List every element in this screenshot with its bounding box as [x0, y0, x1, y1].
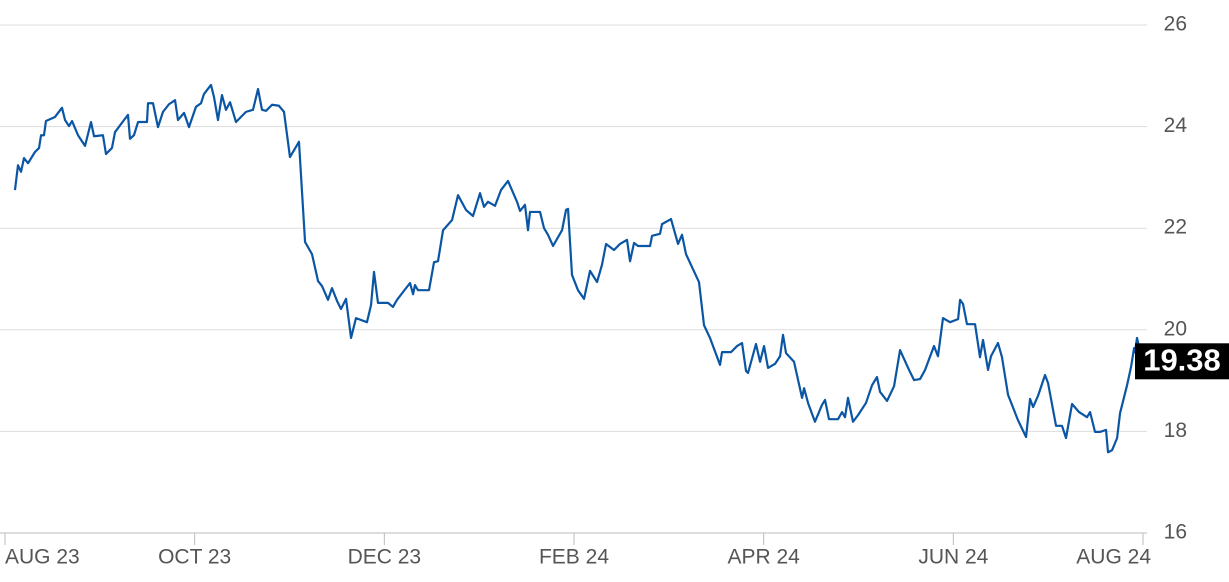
x-tick-label: FEB 24: [539, 546, 609, 569]
y-tick-label: 16: [1164, 521, 1187, 544]
x-tick-label: DEC 23: [348, 546, 422, 569]
price-line: [13, 83, 1144, 454]
y-tick-label: 20: [1164, 317, 1187, 340]
last-value-box: [1135, 343, 1229, 380]
y-tick-label: 26: [1164, 13, 1187, 36]
y-tick-label: 24: [1164, 114, 1188, 137]
x-tick-label: AUG 24: [1076, 546, 1151, 569]
y-tick-label: 22: [1164, 216, 1187, 239]
y-tick-label: 18: [1164, 419, 1187, 442]
x-tick-label: JUN 24: [918, 546, 988, 569]
x-tick-label: AUG 23: [5, 546, 80, 569]
last-value-label: 19.38: [1143, 342, 1221, 377]
x-tick-label: OCT 23: [158, 546, 231, 569]
x-tick-label: APR 24: [727, 546, 800, 569]
